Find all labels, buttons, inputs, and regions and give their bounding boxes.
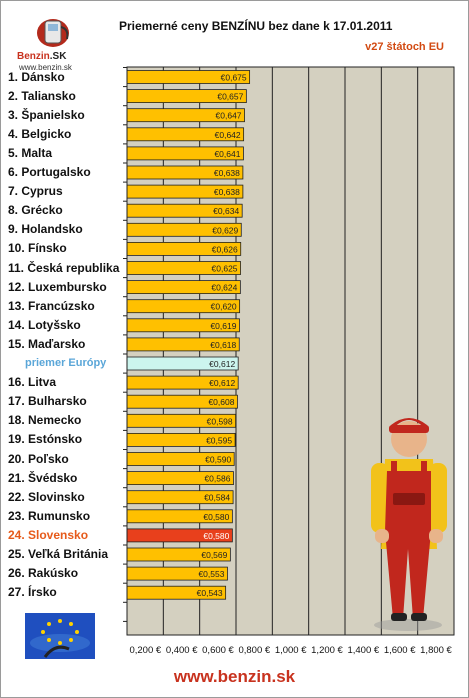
x-tick-label: 0,800 € [238, 645, 270, 656]
value-label: €0,612 [209, 378, 235, 388]
value-label: €0,634 [213, 206, 239, 216]
value-label: €0,638 [214, 187, 240, 197]
value-label: €0,624 [211, 283, 237, 293]
x-tick-label: 0,600 € [202, 645, 234, 656]
category-label: 14. Lotyšsko [8, 317, 81, 332]
value-label: €0,584 [204, 493, 230, 503]
value-label: €0,580 [203, 531, 229, 541]
x-tick-label: 1,400 € [347, 645, 379, 656]
category-label: 5. Malta [8, 145, 53, 160]
category-label: 12. Luxembursko [8, 279, 107, 294]
x-tick-labels: 0,200 € 0,400 € 0,600 € 0,800 € 1,000 € 1,200… [129, 645, 452, 656]
category-label: 16. Litva [8, 375, 57, 390]
value-labels: €0,675 €0,657 €0,647 €0,642 €0,641 €0,638 €0,6… [197, 73, 247, 599]
category-label: 18. Nemecko [8, 413, 82, 428]
x-tick-label: 1,600 € [384, 645, 416, 656]
value-label: €0,543 [197, 588, 223, 598]
category-label: 10. Fínsko [8, 241, 67, 256]
category-label: 9. Holandsko [8, 222, 83, 237]
category-label: 22. Slovinsko [8, 489, 85, 504]
category-label: 24. Slovensko [8, 527, 89, 542]
value-label: €0,612 [209, 359, 235, 369]
value-label: €0,598 [207, 416, 233, 426]
value-label: €0,586 [204, 474, 230, 484]
value-label: €0,553 [198, 569, 224, 579]
x-tick-label: 1,000 € [275, 645, 307, 656]
category-label: 7. Cyprus [8, 184, 63, 199]
value-label: €0,620 [211, 302, 237, 312]
category-label: priemer Európy [25, 357, 107, 369]
category-label: 17. Bulharsko [8, 394, 87, 409]
category-label: 15. Maďarsko [8, 336, 86, 351]
value-label: €0,625 [212, 264, 238, 274]
category-label: 26. Rakúsko [8, 566, 79, 581]
x-tick-label: 1,800 € [420, 645, 452, 656]
value-label: €0,626 [212, 244, 238, 254]
category-label: 13. Francúzsko [8, 298, 95, 313]
category-label: 19. Estónsko [8, 432, 83, 447]
chart-title: Priemerné ceny BENZÍNU bez dane k 17.01.… [119, 19, 393, 33]
category-label: 2. Taliansko [8, 88, 76, 103]
benzin-logo: Benzin.SK www.benzin.sk [17, 11, 89, 72]
category-label: 4. Belgicko [8, 126, 72, 141]
chart-subtitle: v27 štátoch EU [365, 41, 444, 53]
bars [126, 70, 251, 600]
category-label: 1. Dánsko [8, 69, 65, 84]
logo-url: www.benzin.sk [19, 63, 72, 72]
value-label: €0,619 [210, 321, 236, 331]
category-label: 3. Španielsko [8, 107, 85, 122]
value-label: €0,642 [215, 130, 241, 140]
category-label: 8. Grécko [8, 203, 63, 218]
value-label: €0,629 [212, 225, 238, 235]
footer-url: www.benzin.sk [173, 667, 296, 686]
x-tick-label: 0,400 € [166, 645, 198, 656]
value-label: €0,657 [217, 92, 243, 102]
value-label: €0,647 [216, 111, 242, 121]
eu-flag-icon [25, 613, 95, 659]
value-label: €0,675 [221, 73, 247, 83]
value-label: €0,590 [205, 455, 231, 465]
value-label: €0,580 [203, 512, 229, 522]
value-label: €0,595 [206, 435, 232, 445]
x-tick-label: 1,200 € [311, 645, 343, 656]
value-label: €0,608 [208, 397, 234, 407]
fuel-pump-logo-icon [37, 19, 69, 47]
value-label: €0,641 [214, 149, 240, 159]
value-label: €0,638 [214, 168, 240, 178]
logo-brand: Benzin.SK [17, 51, 67, 62]
x-tick-label: 0,200 € [129, 645, 161, 656]
category-label: 27. Írsko [8, 585, 57, 600]
category-label: 25. Veľká Británia [8, 547, 109, 561]
value-label: €0,569 [201, 550, 227, 560]
category-label: 23. Rumunsko [8, 508, 91, 523]
mechanic-mascot-icon [371, 418, 447, 631]
value-label: €0,618 [210, 340, 236, 350]
category-label: 11. Česká republika [8, 260, 120, 275]
category-label: 21. Švédsko [8, 470, 78, 485]
category-label: 6. Portugalsko [8, 165, 91, 179]
category-label: 20. Poľsko [8, 451, 69, 466]
